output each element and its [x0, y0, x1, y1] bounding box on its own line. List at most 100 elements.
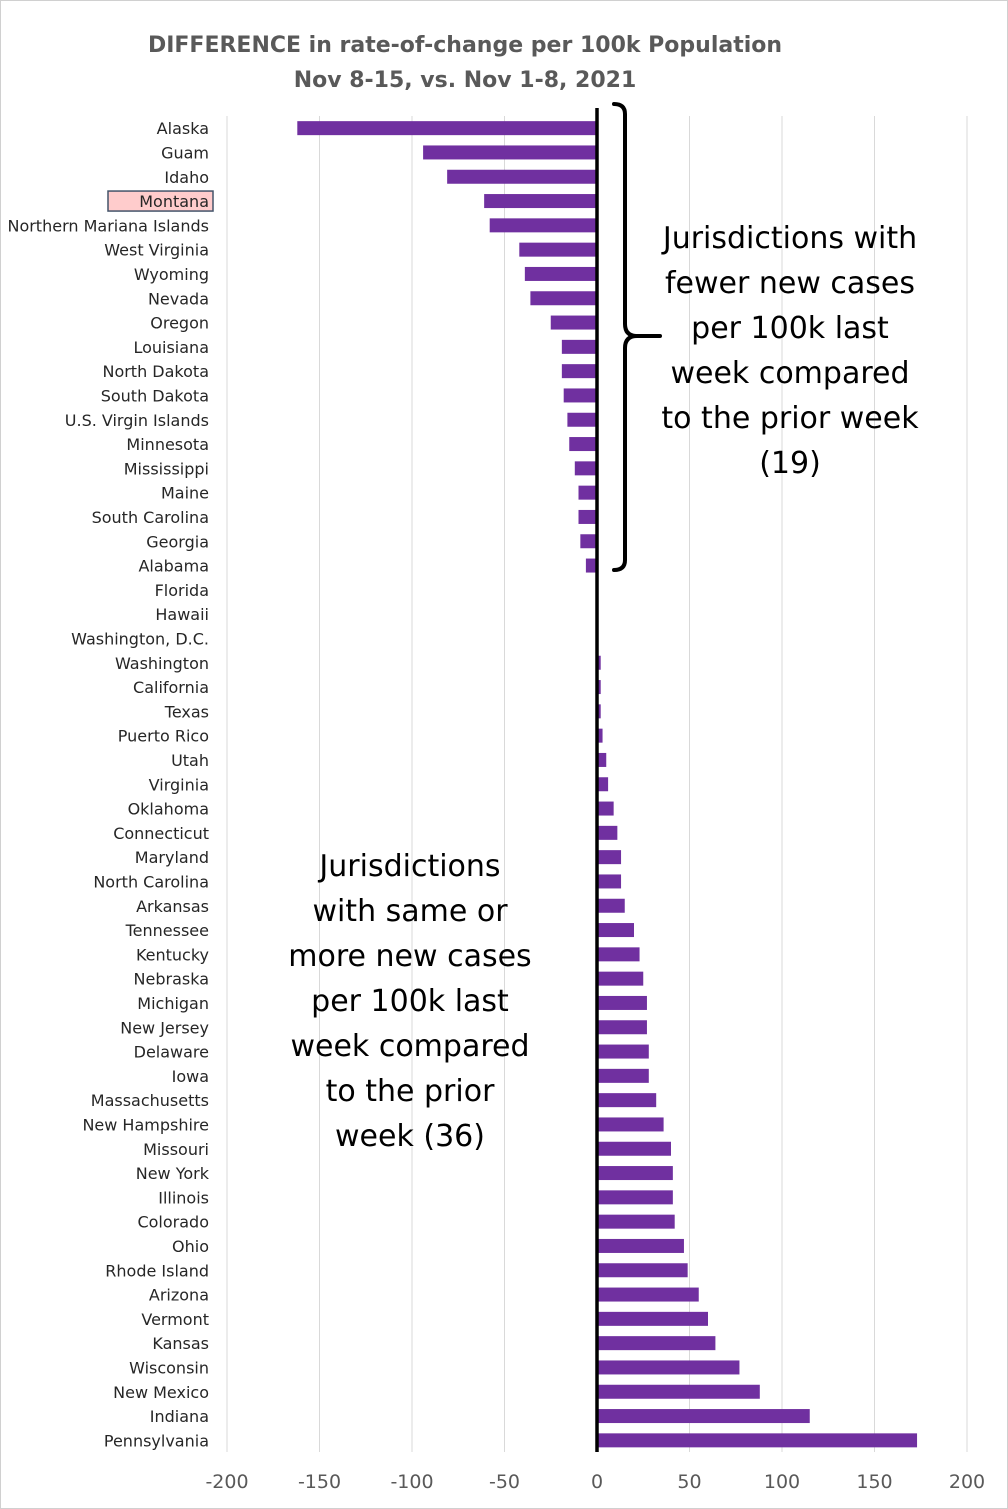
category-label: South Carolina: [92, 508, 209, 527]
category-label: Washington: [115, 654, 209, 673]
category-label: Kansas: [152, 1334, 209, 1353]
bar: [597, 947, 640, 962]
x-tick-label: 200: [949, 1471, 985, 1493]
category-label: Oklahoma: [128, 800, 209, 819]
category-label: Nebraska: [134, 970, 209, 989]
category-label: Ohio: [172, 1237, 209, 1256]
highlight-box: [107, 190, 214, 212]
category-label: Wisconsin: [129, 1358, 209, 1377]
annotation-line: week compared: [670, 356, 910, 391]
bar: [597, 1409, 810, 1424]
bar: [561, 364, 597, 379]
bar: [484, 194, 597, 209]
category-label: Northern Mariana Islands: [7, 216, 209, 235]
category-label: Oregon: [150, 314, 209, 333]
category-label: Hawaii: [155, 605, 209, 624]
annotation-line: per 100k last: [311, 984, 509, 1019]
bar: [578, 485, 597, 500]
category-label: Mississippi: [124, 459, 209, 478]
category-label: South Dakota: [101, 386, 209, 405]
category-label: Maine: [161, 484, 209, 503]
bar: [447, 169, 597, 184]
bar: [563, 388, 597, 403]
category-label: Alaska: [157, 119, 209, 138]
bar: [597, 874, 622, 889]
annotation-line: with same or: [312, 894, 508, 929]
category-label: Arkansas: [136, 897, 209, 916]
annotation-line: Jurisdictions with: [662, 221, 918, 256]
category-label: Florida: [155, 581, 209, 600]
bar: [574, 461, 597, 476]
annotation-line: more new cases: [288, 939, 532, 974]
bar: [597, 1020, 647, 1035]
category-label: Puerto Rico: [118, 727, 209, 746]
category-label: Massachusetts: [91, 1091, 209, 1110]
bar: [580, 534, 597, 549]
bar: [597, 1287, 699, 1302]
annotation-fewer-cases: Jurisdictions with fewer new cases per 1…: [640, 216, 940, 486]
category-label: New Hampshire: [82, 1115, 209, 1134]
category-label: Pennsylvania: [104, 1431, 209, 1450]
bar: [597, 1384, 760, 1399]
bar: [524, 266, 597, 281]
category-label: Alabama: [138, 557, 209, 576]
category-label: Iowa: [172, 1067, 209, 1086]
category-label: Arizona: [149, 1286, 209, 1305]
bar: [597, 898, 625, 913]
category-label: Virginia: [149, 775, 209, 794]
bar: [597, 923, 634, 938]
category-label: Maryland: [135, 848, 209, 867]
category-label: North Dakota: [102, 362, 209, 381]
category-label: Louisiana: [133, 338, 209, 357]
bar: [597, 655, 601, 670]
bar: [578, 509, 597, 524]
bar: [597, 752, 607, 767]
category-labels: Alaska Guam Idaho Montana Northern Mariana I…: [7, 119, 214, 1450]
annotation-line: to the prior: [325, 1074, 495, 1109]
category-label: New Mexico: [113, 1383, 209, 1402]
bar: [561, 339, 597, 354]
category-label: Guam: [161, 143, 209, 162]
bar: [597, 825, 618, 840]
annotation-line: per 100k last: [691, 311, 889, 346]
bar: [585, 558, 597, 573]
bar: [597, 704, 601, 719]
bar: [519, 242, 597, 257]
category-label: Missouri: [143, 1140, 209, 1159]
x-tick-label: -150: [298, 1471, 341, 1493]
annotation-line: to the prior week: [661, 401, 919, 436]
bar: [550, 315, 597, 330]
x-tick-labels: -200 -150 -100 -50 0 50 100 150 200: [205, 1471, 985, 1493]
bar: [597, 995, 647, 1010]
bar: [597, 1433, 918, 1448]
bar: [597, 850, 622, 865]
category-label: North Carolina: [93, 872, 209, 891]
bar: [597, 728, 603, 743]
x-tick-label: -50: [489, 1471, 520, 1493]
category-label: California: [133, 678, 209, 697]
bar: [297, 121, 597, 136]
category-label: Minnesota: [126, 435, 209, 454]
category-label: Washington, D.C.: [71, 629, 209, 648]
x-tick-label: 150: [856, 1471, 892, 1493]
annotation-more-cases: Jurisdictions with same or more new case…: [270, 844, 550, 1159]
bar: [597, 1360, 740, 1375]
category-label: U.S. Virgin Islands: [65, 411, 209, 430]
bar: [567, 412, 597, 427]
category-label: Nevada: [148, 289, 209, 308]
bar: [597, 1336, 716, 1351]
bar: [489, 218, 597, 233]
x-tick-label: -100: [390, 1471, 433, 1493]
x-tick-label: -200: [205, 1471, 248, 1493]
bar: [597, 1311, 708, 1326]
x-tick-label: 50: [677, 1471, 701, 1493]
category-label: Montana: [139, 192, 209, 211]
chart-title: DIFFERENCE in rate-of-change per 100k Po…: [147, 33, 783, 58]
category-label: West Virginia: [104, 241, 209, 260]
annotation-line: fewer new cases: [664, 266, 916, 301]
category-label: Utah: [171, 751, 209, 770]
annotation-line: (19): [759, 446, 821, 481]
bar: [597, 1141, 671, 1156]
